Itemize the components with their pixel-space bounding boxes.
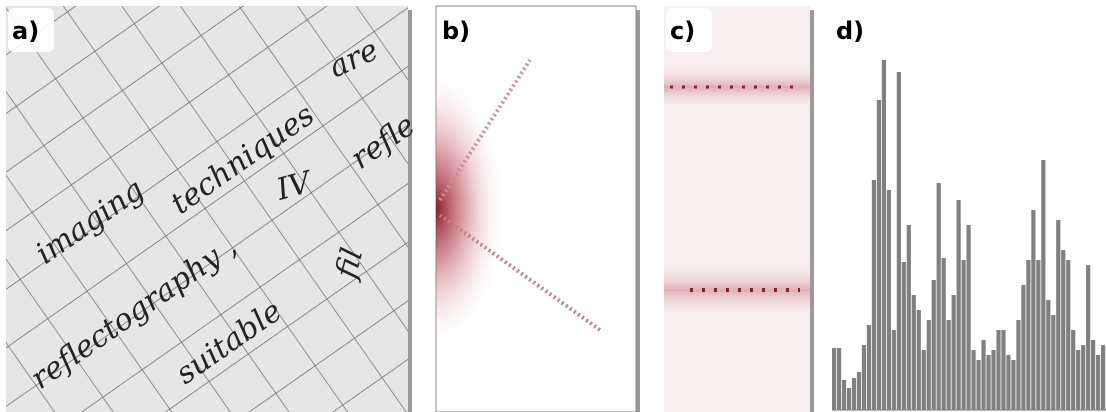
bar: [866, 325, 872, 410]
bar: [881, 60, 886, 410]
bar: [1061, 250, 1066, 410]
bar: [1036, 260, 1041, 410]
bar: [986, 355, 991, 410]
grid-paper: [6, 6, 408, 412]
bar: [1011, 360, 1016, 410]
bar: [1096, 355, 1101, 410]
bar: [891, 330, 896, 410]
spectrum-peak: [436, 6, 636, 412]
bar: [841, 380, 847, 410]
label-box: [666, 8, 712, 52]
bar: [901, 262, 906, 410]
bar: [836, 348, 842, 410]
bar: [896, 72, 901, 410]
bar: [1081, 345, 1086, 410]
bar: [951, 295, 956, 410]
bar: [961, 260, 966, 410]
bar: [991, 350, 996, 410]
band: [664, 260, 810, 320]
bar: [976, 360, 981, 410]
bar: [1071, 330, 1076, 410]
bar: [1021, 285, 1026, 410]
bar: [906, 225, 911, 410]
bar: [931, 280, 936, 410]
bar: [851, 378, 857, 410]
bar: [1041, 160, 1046, 410]
bar: [1016, 320, 1021, 410]
bar: [1051, 315, 1056, 410]
bar: [956, 200, 961, 410]
bar: [856, 372, 862, 410]
panel-label: c): [670, 17, 695, 45]
bar: [911, 295, 916, 410]
label-box: [8, 8, 54, 52]
bar: [926, 320, 931, 410]
bar: [936, 183, 941, 410]
bar: [1086, 265, 1091, 410]
bar: [1001, 330, 1006, 410]
panel-d: [832, 60, 1106, 411]
bar: [1101, 345, 1106, 410]
bar: [1006, 355, 1011, 410]
panel-b: [435, 5, 640, 412]
bar: [876, 100, 882, 410]
bar: [886, 190, 891, 410]
label-box: [832, 8, 878, 52]
bar: [996, 330, 1001, 410]
bar: [916, 310, 921, 410]
panel-c: [664, 6, 814, 412]
bar: [832, 348, 837, 410]
bar: [1091, 340, 1096, 410]
bar: [946, 320, 951, 410]
panel-label: b): [442, 17, 470, 45]
bar: [1026, 260, 1031, 410]
bar: [941, 258, 946, 410]
bar: [971, 350, 976, 410]
bar: [1031, 210, 1036, 410]
bar: [861, 345, 867, 410]
bar: [1066, 260, 1071, 410]
bar: [1056, 220, 1061, 410]
bar: [966, 225, 971, 410]
label-box: [438, 8, 484, 52]
bar: [846, 388, 852, 410]
bar: [871, 180, 877, 410]
bar: [921, 350, 926, 410]
panel-label: d): [836, 17, 864, 45]
panel-label: a): [12, 17, 39, 45]
bar: [1046, 300, 1051, 410]
bar: [1076, 350, 1081, 410]
band: [664, 62, 810, 112]
bar: [981, 340, 986, 410]
